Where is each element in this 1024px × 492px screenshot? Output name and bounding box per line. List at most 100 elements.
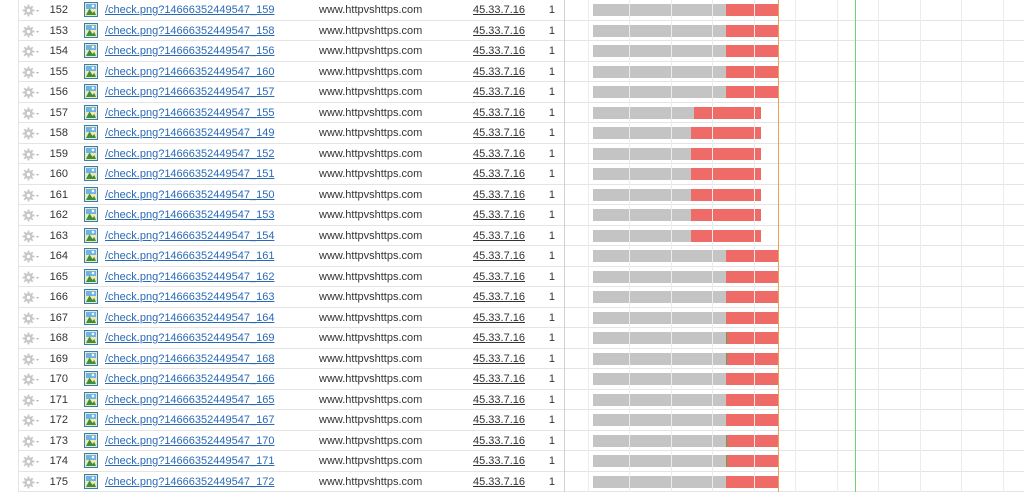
ip-address-link[interactable]: 45.33.7.16 bbox=[473, 24, 525, 37]
request-url-link[interactable]: /check.png?14666352449547_156 bbox=[105, 45, 275, 57]
request-url-link[interactable]: /check.png?14666352449547_157 bbox=[105, 86, 275, 98]
ip-address-link[interactable]: 45.33.7.16 bbox=[473, 434, 525, 447]
gear-icon[interactable] bbox=[22, 250, 40, 263]
request-url-link[interactable]: /check.png?14666352449547_168 bbox=[105, 352, 275, 365]
ip-address-link[interactable]: 45.33.7.16 bbox=[473, 168, 525, 180]
request-url-link[interactable]: /check.png?14666352449547_161 bbox=[105, 250, 275, 262]
request-url-link[interactable]: /check.png?14666352449547_167 bbox=[105, 414, 275, 426]
timing-bar[interactable] bbox=[593, 332, 778, 344]
request-url-link[interactable]: /check.png?14666352449547_159 bbox=[105, 4, 275, 16]
table-row[interactable]: 164 /check.png?14666352449547_161 www.ht… bbox=[0, 246, 1024, 267]
timing-bar[interactable] bbox=[593, 352, 778, 365]
ip-address-link[interactable]: 45.33.7.16 bbox=[473, 86, 525, 98]
gear-icon[interactable] bbox=[22, 189, 40, 202]
gear-icon[interactable] bbox=[22, 271, 40, 284]
table-row[interactable]: 173 /check.png?14666352449547_170 www.ht… bbox=[0, 431, 1024, 451]
gear-icon[interactable] bbox=[22, 373, 40, 386]
request-url-link[interactable]: /check.png?14666352449547_166 bbox=[105, 373, 275, 385]
timing-bar[interactable] bbox=[593, 168, 761, 180]
table-row[interactable]: 155 /check.png?14666352449547_160 www.ht… bbox=[0, 62, 1024, 82]
table-row[interactable]: 167 /check.png?14666352449547_164 www.ht… bbox=[0, 308, 1024, 328]
timing-bar[interactable] bbox=[593, 4, 778, 16]
ip-address-link[interactable]: 45.33.7.16 bbox=[473, 291, 525, 303]
timing-bar[interactable] bbox=[593, 229, 761, 242]
gear-icon[interactable] bbox=[22, 435, 40, 448]
request-url-link[interactable]: /check.png?14666352449547_164 bbox=[105, 311, 275, 324]
table-row[interactable]: 160 /check.png?14666352449547_151 www.ht… bbox=[0, 164, 1024, 185]
gear-icon[interactable] bbox=[22, 4, 40, 17]
request-url-link[interactable]: /check.png?14666352449547_171 bbox=[105, 455, 275, 467]
timing-bar[interactable] bbox=[593, 209, 761, 221]
gear-icon[interactable] bbox=[22, 476, 40, 489]
timing-bar[interactable] bbox=[593, 291, 778, 303]
request-url-link[interactable]: /check.png?14666352449547_158 bbox=[105, 24, 275, 37]
table-row[interactable]: 157 /check.png?14666352449547_155 www.ht… bbox=[0, 103, 1024, 123]
timing-bar[interactable] bbox=[593, 250, 778, 262]
timing-bar[interactable] bbox=[593, 434, 778, 447]
ip-address-link[interactable]: 45.33.7.16 bbox=[473, 455, 525, 467]
gear-icon[interactable] bbox=[22, 394, 40, 407]
table-row[interactable]: 159 /check.png?14666352449547_152 www.ht… bbox=[0, 144, 1024, 164]
timing-bar[interactable] bbox=[593, 475, 778, 488]
gear-icon[interactable] bbox=[22, 148, 40, 161]
gear-icon[interactable] bbox=[22, 107, 40, 120]
ip-address-link[interactable]: 45.33.7.16 bbox=[473, 45, 525, 57]
gear-icon[interactable] bbox=[22, 353, 40, 366]
table-row[interactable]: 162 /check.png?14666352449547_153 www.ht… bbox=[0, 205, 1024, 226]
request-url-link[interactable]: /check.png?14666352449547_149 bbox=[105, 127, 275, 139]
timing-bar[interactable] bbox=[593, 24, 778, 37]
ip-address-link[interactable]: 45.33.7.16 bbox=[473, 414, 525, 426]
table-row[interactable]: 168 /check.png?14666352449547_169 www.ht… bbox=[0, 328, 1024, 349]
gear-icon[interactable] bbox=[22, 45, 40, 58]
table-row[interactable]: 161 /check.png?14666352449547_150 www.ht… bbox=[0, 185, 1024, 205]
ip-address-link[interactable]: 45.33.7.16 bbox=[473, 332, 525, 344]
request-url-link[interactable]: /check.png?14666352449547_151 bbox=[105, 168, 275, 180]
gear-icon[interactable] bbox=[22, 66, 40, 79]
request-url-link[interactable]: /check.png?14666352449547_152 bbox=[105, 147, 275, 160]
timing-bar[interactable] bbox=[593, 311, 778, 324]
timing-bar[interactable] bbox=[593, 86, 778, 98]
timing-bar[interactable] bbox=[593, 373, 778, 385]
ip-address-link[interactable]: 45.33.7.16 bbox=[473, 147, 525, 160]
timing-bar[interactable] bbox=[593, 147, 761, 160]
table-row[interactable]: 154 /check.png?14666352449547_156 www.ht… bbox=[0, 41, 1024, 62]
request-url-link[interactable]: /check.png?14666352449547_169 bbox=[105, 332, 275, 344]
ip-address-link[interactable]: 45.33.7.16 bbox=[473, 4, 525, 16]
request-url-link[interactable]: /check.png?14666352449547_172 bbox=[105, 475, 275, 488]
request-url-link[interactable]: /check.png?14666352449547_165 bbox=[105, 393, 275, 406]
gear-icon[interactable] bbox=[22, 414, 40, 427]
gear-icon[interactable] bbox=[22, 127, 40, 140]
ip-address-link[interactable]: 45.33.7.16 bbox=[473, 311, 525, 324]
gear-icon[interactable] bbox=[22, 455, 40, 468]
gear-icon[interactable] bbox=[22, 291, 40, 304]
table-row[interactable]: 163 /check.png?14666352449547_154 www.ht… bbox=[0, 226, 1024, 246]
table-row[interactable]: 169 /check.png?14666352449547_168 www.ht… bbox=[0, 349, 1024, 369]
table-row[interactable]: 174 /check.png?14666352449547_171 www.ht… bbox=[0, 451, 1024, 472]
table-row[interactable]: 175 /check.png?14666352449547_172 www.ht… bbox=[0, 472, 1024, 492]
table-row[interactable]: 171 /check.png?14666352449547_165 www.ht… bbox=[0, 390, 1024, 410]
gear-icon[interactable] bbox=[22, 312, 40, 325]
ip-address-link[interactable]: 45.33.7.16 bbox=[473, 209, 525, 221]
ip-address-link[interactable]: 45.33.7.16 bbox=[473, 352, 525, 365]
gear-icon[interactable] bbox=[22, 86, 40, 99]
request-url-link[interactable]: /check.png?14666352449547_150 bbox=[105, 188, 275, 201]
timing-bar[interactable] bbox=[593, 45, 778, 57]
ip-address-link[interactable]: 45.33.7.16 bbox=[473, 188, 525, 201]
timing-bar[interactable] bbox=[593, 127, 761, 139]
request-url-link[interactable]: /check.png?14666352449547_154 bbox=[105, 229, 275, 242]
table-row[interactable]: 152 /check.png?14666352449547_159 www.ht… bbox=[0, 0, 1024, 21]
table-row[interactable]: 166 /check.png?14666352449547_163 www.ht… bbox=[0, 287, 1024, 308]
ip-address-link[interactable]: 45.33.7.16 bbox=[473, 393, 525, 406]
table-row[interactable]: 156 /check.png?14666352449547_157 www.ht… bbox=[0, 82, 1024, 103]
gear-icon[interactable] bbox=[22, 209, 40, 222]
ip-address-link[interactable]: 45.33.7.16 bbox=[473, 127, 525, 139]
ip-address-link[interactable]: 45.33.7.16 bbox=[473, 65, 525, 78]
request-url-link[interactable]: /check.png?14666352449547_170 bbox=[105, 434, 275, 447]
timing-bar[interactable] bbox=[593, 270, 778, 283]
table-row[interactable]: 165 /check.png?14666352449547_162 www.ht… bbox=[0, 267, 1024, 287]
gear-icon[interactable] bbox=[22, 332, 40, 345]
request-url-link[interactable]: /check.png?14666352449547_163 bbox=[105, 291, 275, 303]
table-row[interactable]: 158 /check.png?14666352449547_149 www.ht… bbox=[0, 123, 1024, 144]
timing-bar[interactable] bbox=[593, 455, 778, 467]
ip-address-link[interactable]: 45.33.7.16 bbox=[473, 229, 525, 242]
